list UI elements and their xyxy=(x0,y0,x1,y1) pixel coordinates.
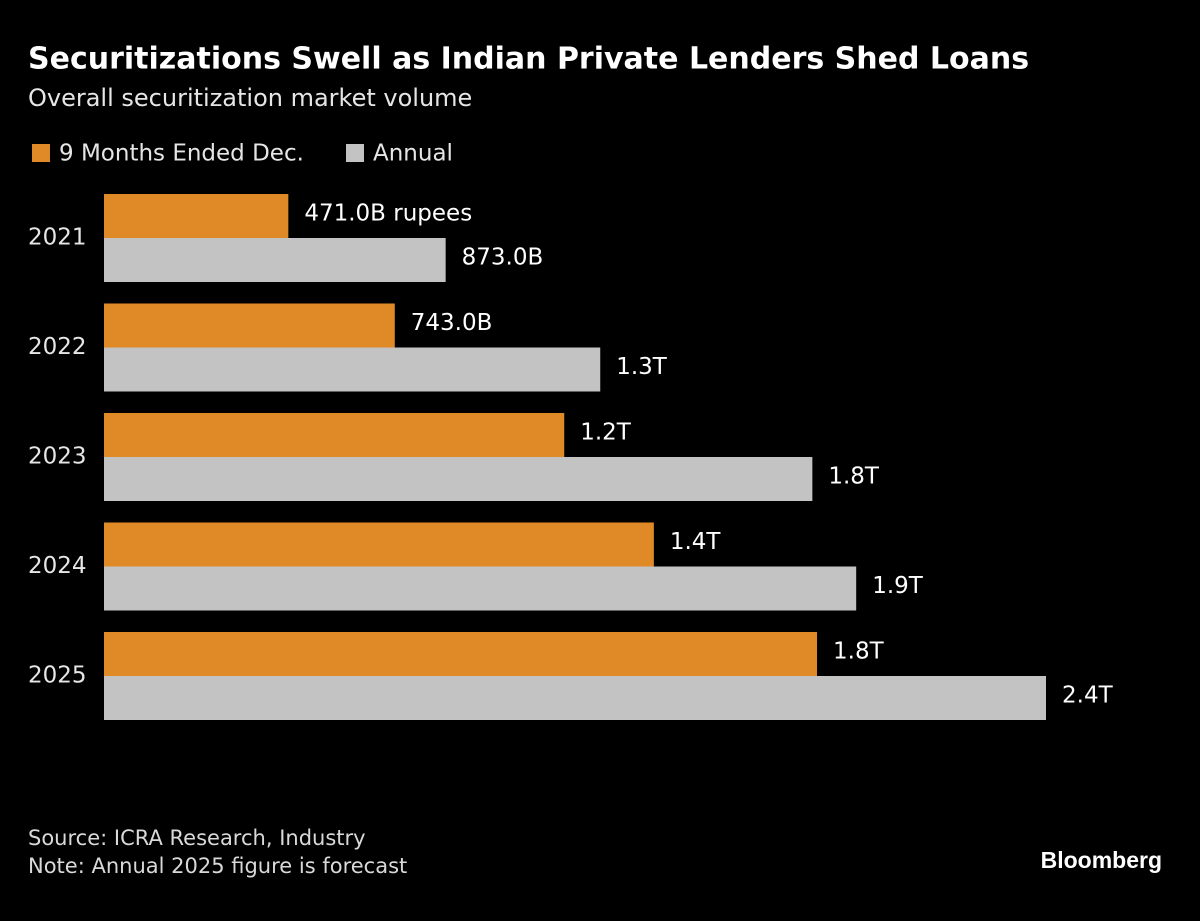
value-label: 471.0B rupees xyxy=(304,201,472,227)
bar xyxy=(104,238,446,282)
y-tick-label: 2025 xyxy=(28,663,87,689)
value-label: 1.4T xyxy=(670,529,722,555)
note: Note: Annual 2025 figure is forecast xyxy=(28,854,407,878)
y-tick-label: 2021 xyxy=(28,225,87,251)
value-label: 1.8T xyxy=(828,464,880,490)
legend-label: Annual xyxy=(373,141,453,167)
bar xyxy=(104,347,601,392)
bar xyxy=(104,194,289,238)
bar xyxy=(104,632,818,676)
bar xyxy=(104,303,395,348)
value-label: 1.2T xyxy=(580,420,632,446)
value-label: 1.3T xyxy=(616,354,668,380)
y-tick-label: 2022 xyxy=(28,334,87,360)
value-label: 743.0B xyxy=(411,310,493,336)
y-tick-label: 2024 xyxy=(28,553,87,579)
bar xyxy=(104,457,813,501)
bar xyxy=(104,413,565,457)
chart-subtitle: Overall securitization market volume xyxy=(28,84,472,112)
chart-title: Securitizations Swell as Indian Private … xyxy=(28,42,1029,77)
bar xyxy=(104,566,857,611)
y-tick-label: 2023 xyxy=(28,444,87,470)
value-label: 1.9T xyxy=(872,573,924,599)
source: Source: ICRA Research, Industry xyxy=(28,826,366,850)
legend-label: 9 Months Ended Dec. xyxy=(59,141,304,167)
value-label: 2.4T xyxy=(1062,683,1114,709)
legend-swatch xyxy=(346,144,364,162)
value-label: 873.0B xyxy=(462,245,544,271)
bar xyxy=(104,676,1046,720)
legend-swatch xyxy=(32,144,50,162)
brand-logo: Bloomberg xyxy=(1041,847,1162,873)
bar xyxy=(104,522,654,567)
value-label: 1.8T xyxy=(833,639,885,665)
